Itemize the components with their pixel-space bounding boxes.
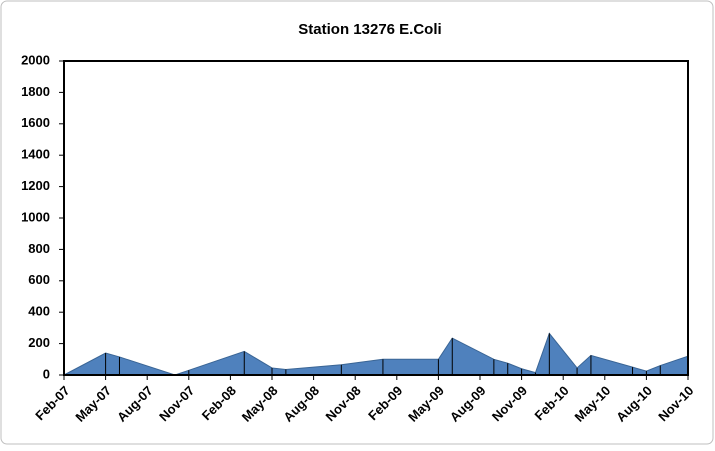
y-tick-label: 400 xyxy=(28,304,50,319)
y-tick-label: 1200 xyxy=(21,178,50,193)
plot-border xyxy=(63,60,689,376)
y-tick-label: 1400 xyxy=(21,147,50,162)
y-tick-label: 1600 xyxy=(21,115,50,130)
y-tick-label: 1800 xyxy=(21,84,50,99)
chart-title: Station 13276 E.Coli xyxy=(298,21,441,38)
y-tick-label: 600 xyxy=(28,272,50,287)
y-tick-label: 800 xyxy=(28,241,50,256)
y-tick-label: 1000 xyxy=(21,209,50,224)
y-tick-label: 200 xyxy=(28,335,50,350)
y-tick-label: 0 xyxy=(43,366,50,381)
y-tick-label: 2000 xyxy=(21,52,50,67)
